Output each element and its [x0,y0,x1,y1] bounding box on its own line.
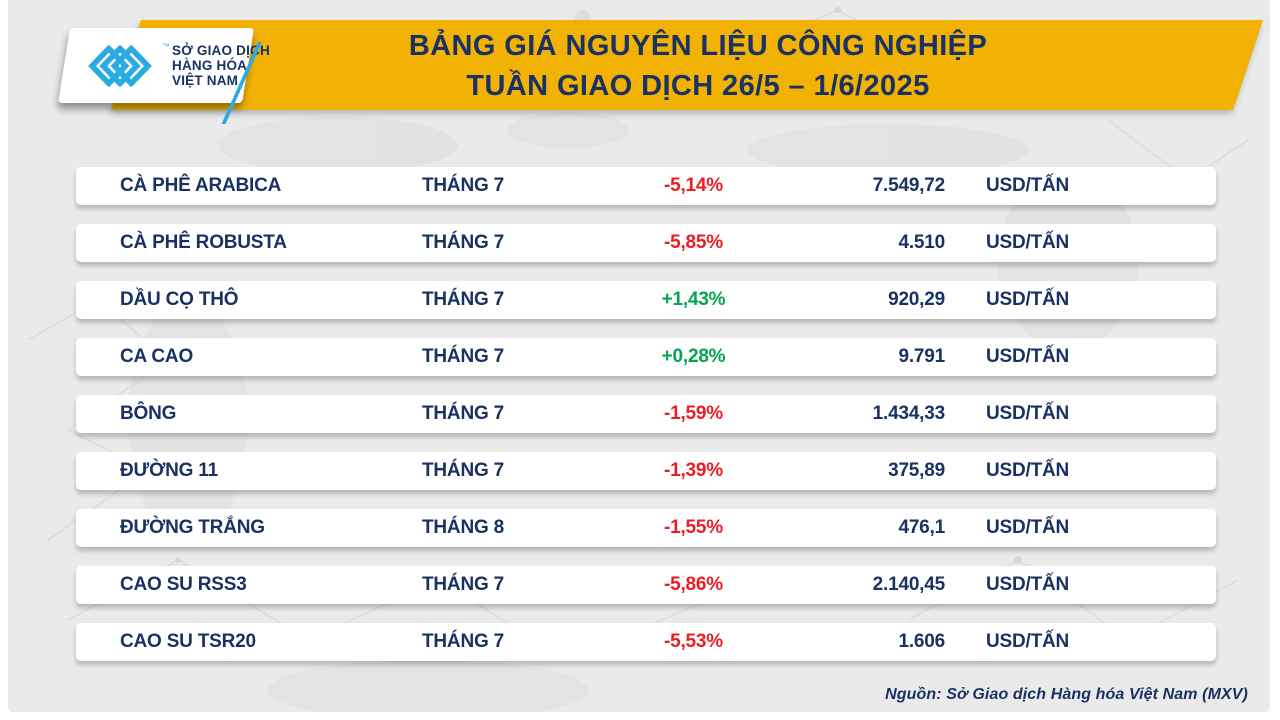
contract-month: THÁNG 7 [422,232,504,253]
commodity-name: CÀ PHÊ ROBUSTA [120,232,287,253]
page-title: BẢNG GIÁ NGUYÊN LIỆU CÔNG NGHIỆP TUẦN GI… [248,26,1148,106]
commodity-row: CA CAO THÁNG 7 +0,28% 9.791 USD/TẤN [76,338,1216,376]
commodity-row: BÔNG THÁNG 7 -1,59% 1.434,33 USD/TẤN [76,395,1216,433]
title-line-1: BẢNG GIÁ NGUYÊN LIỆU CÔNG NGHIỆP [408,30,988,62]
percent-change: -5,53% [663,631,723,652]
price-value: 7.549,72 [872,175,946,196]
percent-change: -5,14% [663,175,723,196]
percent-change: -1,55% [663,517,723,538]
percent-change: -1,59% [663,403,723,424]
infographic-canvas: BẢNG GIÁ NGUYÊN LIỆU CÔNG NGHIỆP TUẦN GI… [8,0,1270,712]
percent-change: -5,86% [663,574,723,595]
percent-change: +0,28% [661,346,726,367]
mxv-chevron-logo-icon [88,44,152,87]
commodity-row: ĐƯỜNG TRẮNG THÁNG 8 -1,55% 476,1 USD/TẤN [76,509,1216,547]
commodity-name: DẦU CỌ THÔ [120,289,239,310]
trademark-icon: ™ [162,42,170,51]
price-unit: USD/TẤN [986,175,1070,196]
commodity-name: CÀ PHÊ ARABICA [120,175,282,196]
price-unit: USD/TẤN [986,289,1070,310]
price-value: 2.140,45 [872,574,946,595]
logo-org-line-2: HÀNG HÓA [172,58,248,73]
price-value: 1.606 [898,631,945,652]
commodity-name: CA CAO [120,346,194,367]
percent-change: -5,85% [663,232,723,253]
price-unit: USD/TẤN [986,574,1070,595]
source-note: Nguồn: Sở Giao dịch Hàng hóa Việt Nam (M… [885,686,1248,703]
price-value: 920,29 [888,289,945,310]
price-value: 4.510 [898,232,945,253]
commodity-name: ĐƯỜNG TRẮNG [120,517,265,538]
commodity-name: CAO SU RSS3 [120,574,247,595]
price-unit: USD/TẤN [986,631,1070,652]
commodity-row: CÀ PHÊ ARABICA THÁNG 7 -5,14% 7.549,72 U… [76,167,1216,205]
contract-month: THÁNG 7 [422,631,504,652]
contract-month: THÁNG 7 [422,175,504,196]
price-unit: USD/TẤN [986,346,1070,367]
logo-content: ™ SỞ GIAO DỊCH HÀNG HÓA VIỆT NAM [70,28,270,103]
contract-month: THÁNG 8 [422,517,504,538]
price-value: 1.434,33 [872,403,946,424]
percent-change: -1,39% [663,460,723,481]
contract-month: THÁNG 7 [422,346,504,367]
commodity-row: DẦU CỌ THÔ THÁNG 7 +1,43% 920,29 USD/TẤN [76,281,1216,319]
commodity-row: CAO SU TSR20 THÁNG 7 -5,53% 1.606 USD/TẤ… [76,623,1216,661]
contract-month: THÁNG 7 [422,574,504,595]
commodity-name: CAO SU TSR20 [120,631,256,652]
price-unit: USD/TẤN [986,517,1070,538]
contract-month: THÁNG 7 [422,460,504,481]
contract-month: THÁNG 7 [422,403,504,424]
logo-org-name: SỞ GIAO DỊCH HÀNG HÓA VIỆT NAM [172,43,270,88]
price-value: 375,89 [888,460,945,481]
mxv-logo-card: ™ SỞ GIAO DỊCH HÀNG HÓA VIỆT NAM [58,28,270,103]
price-value: 9.791 [898,346,945,367]
commodity-row: CÀ PHÊ ROBUSTA THÁNG 7 -5,85% 4.510 USD/… [76,224,1216,262]
contract-month: THÁNG 7 [422,289,504,310]
logo-org-line-3: VIỆT NAM [172,73,239,88]
price-unit: USD/TẤN [986,403,1070,424]
logo-org-line-1: SỞ GIAO DỊCH [172,43,270,58]
percent-change: +1,43% [661,289,726,310]
commodity-row: CAO SU RSS3 THÁNG 7 -5,86% 2.140,45 USD/… [76,566,1216,604]
commodity-name: BÔNG [120,403,177,424]
price-unit: USD/TẤN [986,232,1070,253]
price-table: CÀ PHÊ ARABICA THÁNG 7 -5,14% 7.549,72 U… [76,167,1216,661]
price-unit: USD/TẤN [986,460,1070,481]
commodity-name: ĐƯỜNG 11 [120,460,218,481]
title-line-2: TUẦN GIAO DỊCH 26/5 – 1/6/2025 [466,70,930,102]
commodity-row: ĐƯỜNG 11 THÁNG 7 -1,39% 375,89 USD/TẤN [76,452,1216,490]
price-value: 476,1 [898,517,945,538]
